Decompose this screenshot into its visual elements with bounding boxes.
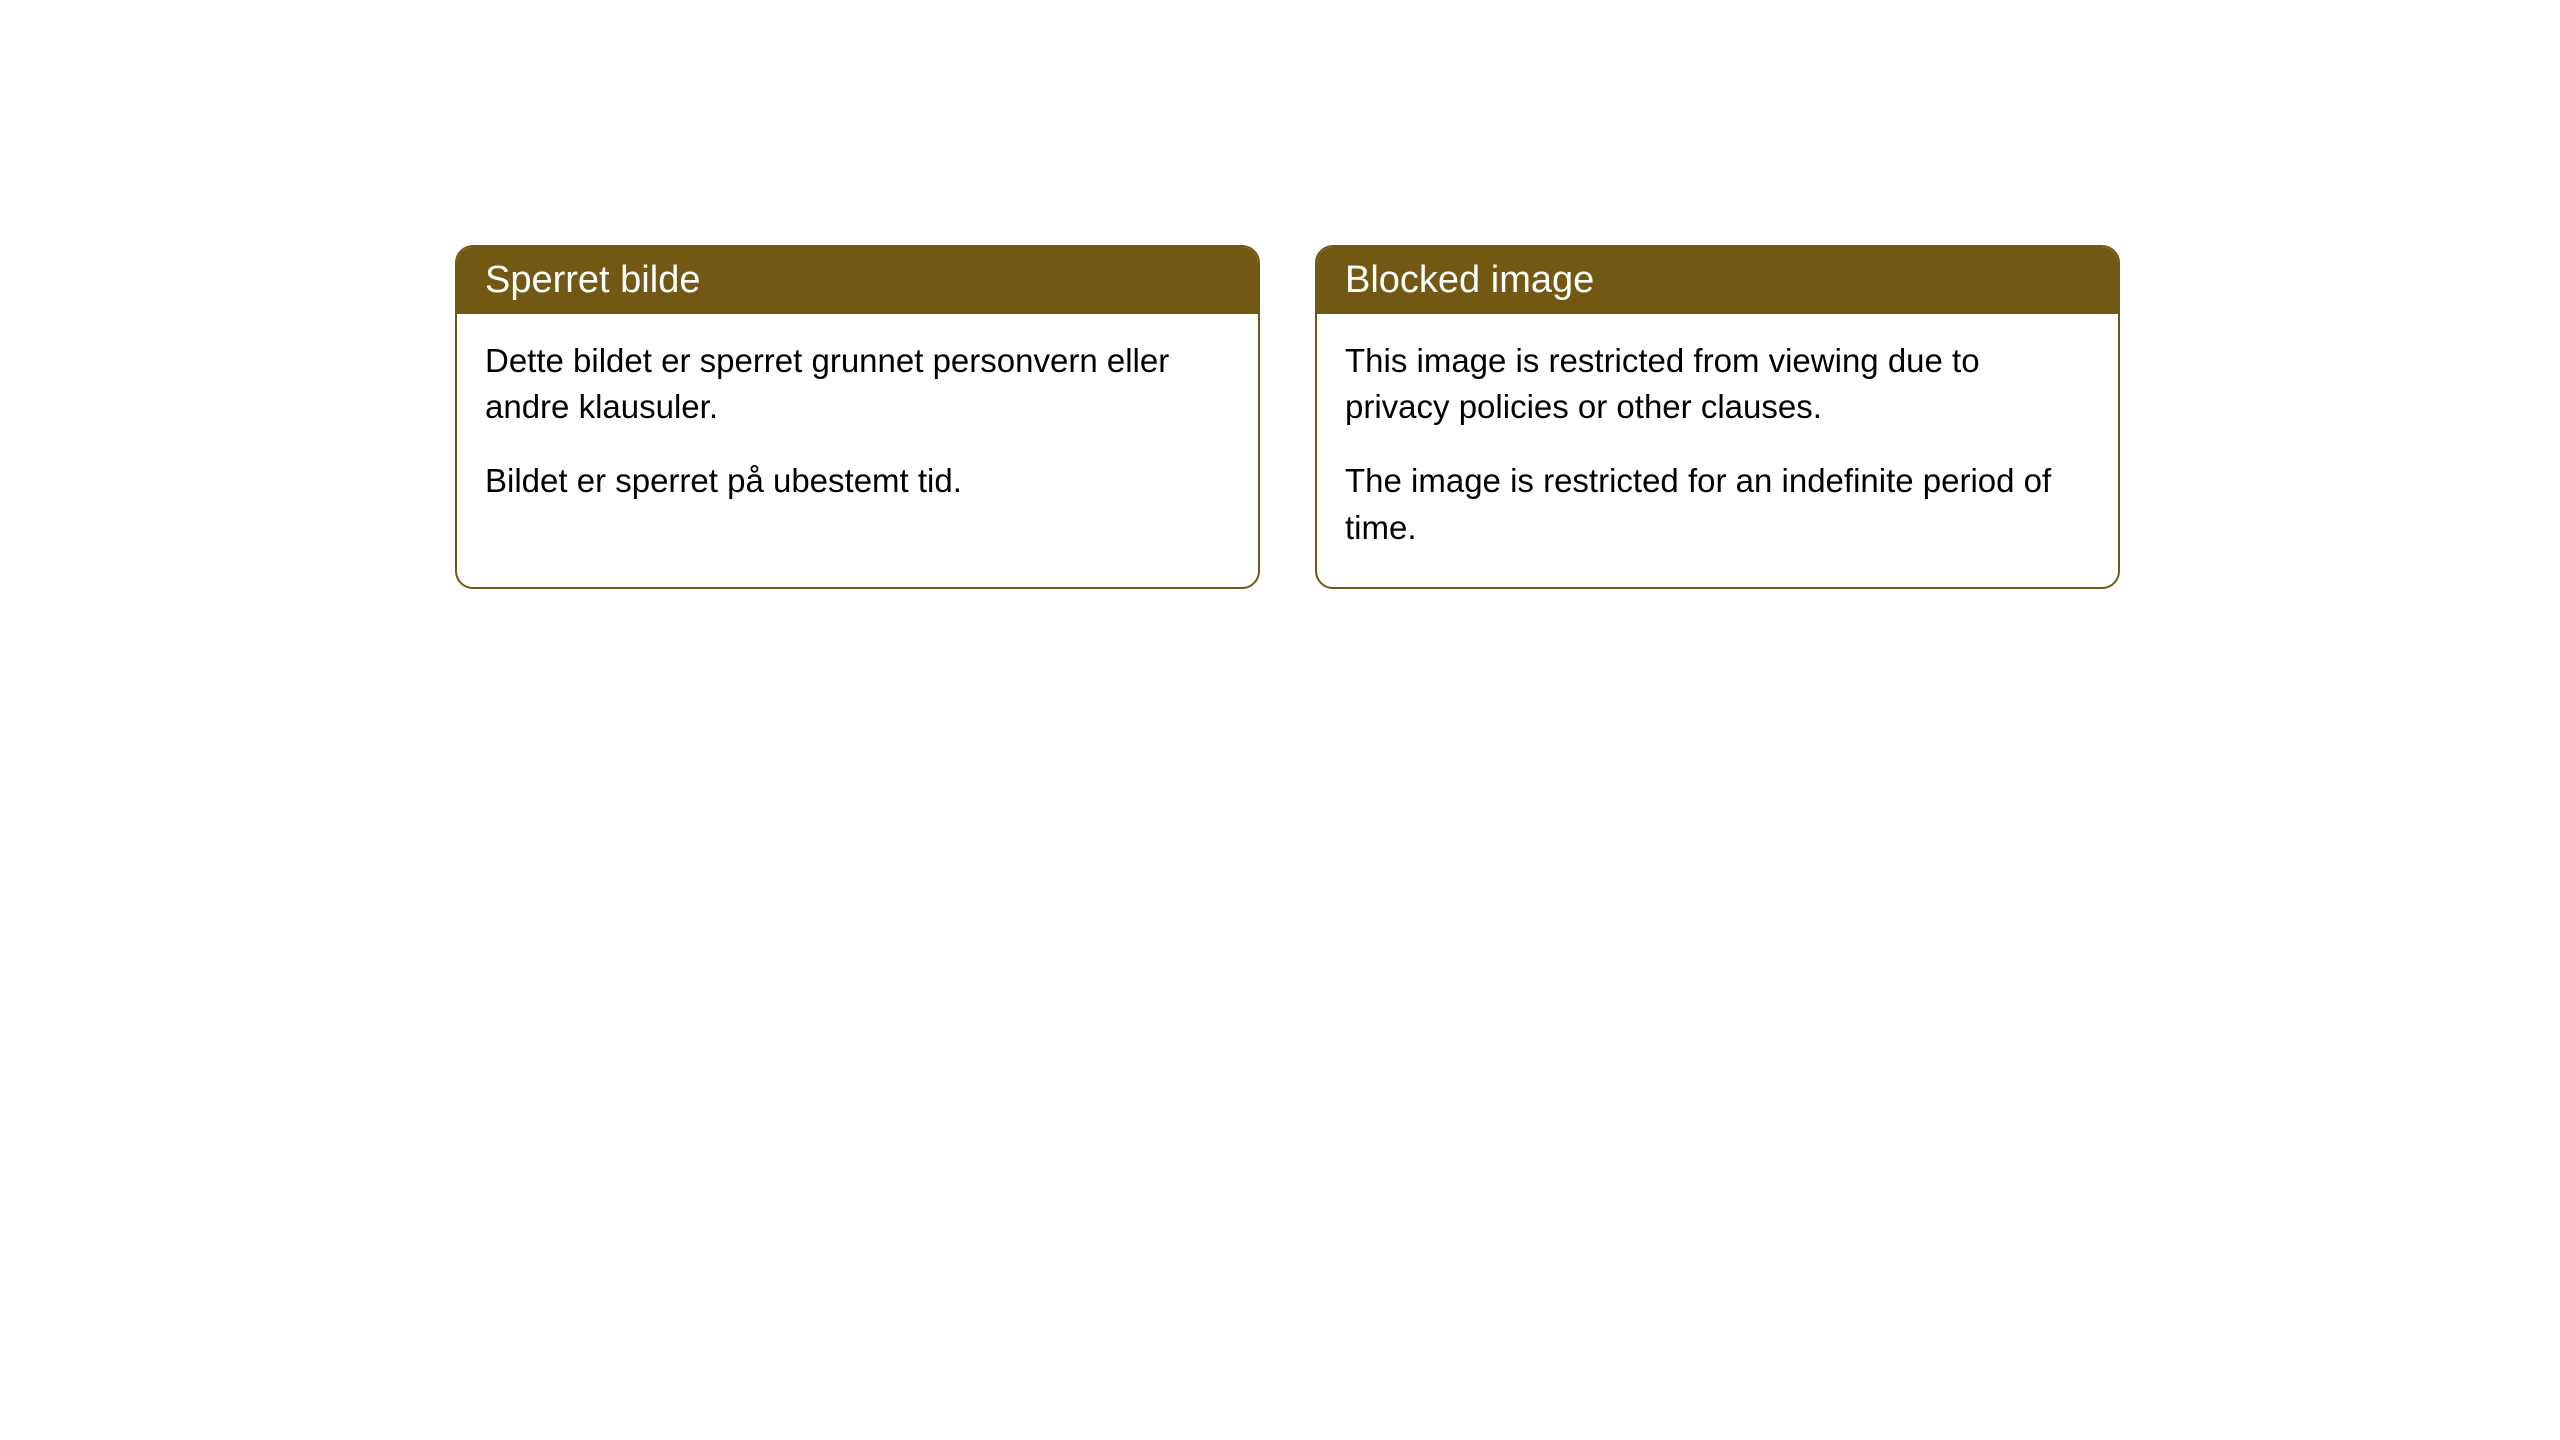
card-body: Dette bildet er sperret grunnet personve… <box>457 314 1258 541</box>
card-paragraph: The image is restricted for an indefinit… <box>1345 458 2090 550</box>
card-title: Blocked image <box>1345 259 1594 301</box>
card-title: Sperret bilde <box>485 259 700 301</box>
card-paragraph: This image is restricted from viewing du… <box>1345 338 2090 430</box>
card-body: This image is restricted from viewing du… <box>1317 314 2118 587</box>
blocked-image-card-english: Blocked image This image is restricted f… <box>1315 245 2120 589</box>
blocked-image-card-norwegian: Sperret bilde Dette bildet er sperret gr… <box>455 245 1260 589</box>
notice-cards-container: Sperret bilde Dette bildet er sperret gr… <box>455 245 2120 589</box>
card-header: Sperret bilde <box>457 247 1258 314</box>
card-paragraph: Dette bildet er sperret grunnet personve… <box>485 338 1230 430</box>
card-paragraph: Bildet er sperret på ubestemt tid. <box>485 458 1230 504</box>
card-header: Blocked image <box>1317 247 2118 314</box>
